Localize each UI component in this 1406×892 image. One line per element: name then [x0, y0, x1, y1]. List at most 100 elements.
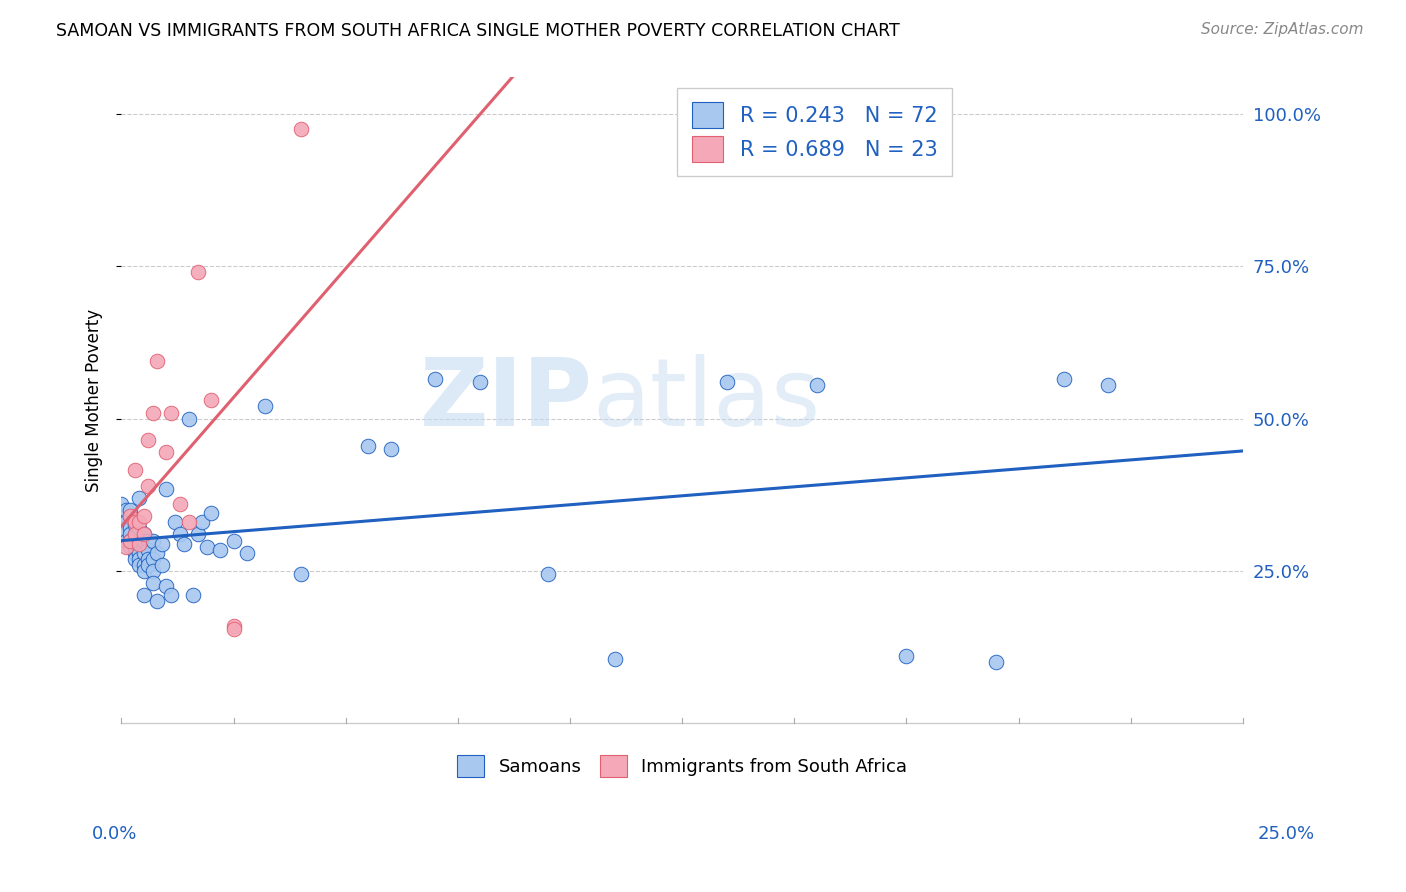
Point [146, 546, 169, 560]
Point [187, 527, 209, 541]
Point [120, 533, 142, 548]
Point [120, 509, 142, 524]
Point [132, 558, 155, 572]
Point [222, 533, 245, 548]
Point [142, 564, 165, 578]
Point [132, 509, 155, 524]
Point [124, 518, 146, 533]
Point [357, 439, 380, 453]
Point [187, 265, 209, 279]
Y-axis label: Single Mother Poverty: Single Mother Poverty [86, 309, 103, 492]
Point [136, 542, 159, 557]
Point [155, 445, 177, 459]
Point [195, 540, 218, 554]
Text: atlas: atlas [592, 354, 821, 446]
Point [142, 406, 165, 420]
Point [716, 375, 738, 389]
Point [1052, 372, 1074, 386]
Point [128, 491, 150, 505]
Point [124, 551, 146, 566]
Point [132, 527, 155, 541]
Point [124, 527, 146, 541]
Point [150, 536, 173, 550]
Point [536, 567, 558, 582]
Point [128, 515, 150, 529]
Point [222, 622, 245, 636]
Point [136, 533, 159, 548]
Point [142, 533, 165, 548]
Point [128, 521, 150, 535]
Point [120, 503, 142, 517]
Point [146, 353, 169, 368]
Point [110, 497, 132, 511]
Point [115, 533, 138, 548]
Text: 25.0%: 25.0% [1257, 825, 1315, 843]
Legend: Samoans, Immigrants from South Africa: Samoans, Immigrants from South Africa [443, 741, 921, 792]
Point [177, 515, 200, 529]
Point [222, 619, 245, 633]
Point [136, 433, 159, 447]
Point [115, 515, 138, 529]
Point [173, 536, 195, 550]
Point [603, 652, 626, 666]
Point [115, 540, 138, 554]
Point [128, 540, 150, 554]
Point [986, 656, 1008, 670]
Point [896, 649, 918, 664]
Point [132, 564, 155, 578]
Point [115, 509, 138, 524]
Point [136, 478, 159, 492]
Point [200, 393, 222, 408]
Point [169, 527, 191, 541]
Point [290, 567, 312, 582]
Point [115, 503, 138, 517]
Point [124, 546, 146, 560]
Point [159, 406, 181, 420]
Point [200, 506, 222, 520]
Point [146, 594, 169, 608]
Point [124, 540, 146, 554]
Point [253, 400, 276, 414]
Point [470, 375, 492, 389]
Point [128, 551, 150, 566]
Point [165, 515, 187, 529]
Point [142, 551, 165, 566]
Point [169, 497, 191, 511]
Point [209, 542, 232, 557]
Text: Source: ZipAtlas.com: Source: ZipAtlas.com [1201, 22, 1364, 37]
Point [425, 372, 447, 386]
Point [191, 515, 214, 529]
Point [236, 546, 259, 560]
Point [136, 551, 159, 566]
Point [120, 540, 142, 554]
Point [136, 558, 159, 572]
Point [124, 527, 146, 541]
Point [159, 588, 181, 602]
Point [124, 515, 146, 529]
Point [132, 533, 155, 548]
Point [142, 576, 165, 591]
Point [124, 463, 146, 477]
Text: ZIP: ZIP [419, 354, 592, 446]
Point [155, 579, 177, 593]
Point [120, 521, 142, 535]
Point [1097, 378, 1119, 392]
Point [155, 482, 177, 496]
Text: 0.0%: 0.0% [91, 825, 136, 843]
Point [132, 527, 155, 541]
Point [132, 546, 155, 560]
Point [128, 558, 150, 572]
Point [115, 524, 138, 539]
Point [128, 536, 150, 550]
Point [290, 122, 312, 136]
Point [128, 546, 150, 560]
Point [124, 536, 146, 550]
Point [806, 378, 828, 392]
Point [150, 558, 173, 572]
Point [120, 527, 142, 541]
Point [181, 588, 204, 602]
Point [120, 533, 142, 548]
Point [380, 442, 402, 457]
Point [120, 509, 142, 524]
Text: SAMOAN VS IMMIGRANTS FROM SOUTH AFRICA SINGLE MOTHER POVERTY CORRELATION CHART: SAMOAN VS IMMIGRANTS FROM SOUTH AFRICA S… [56, 22, 900, 40]
